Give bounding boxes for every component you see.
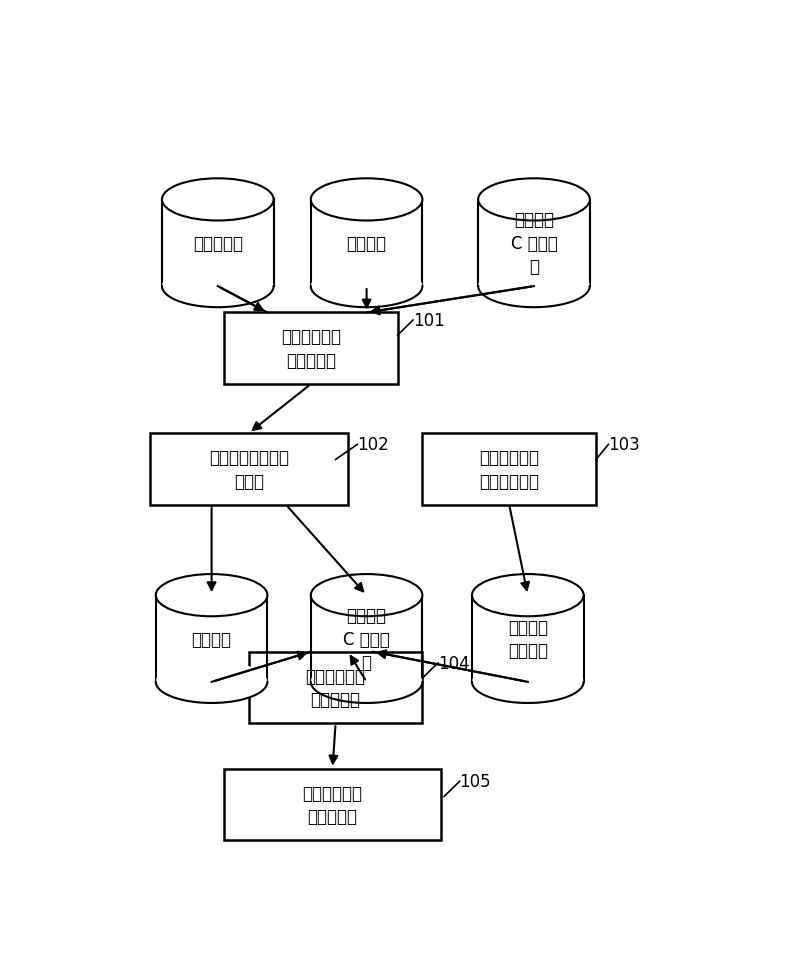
Ellipse shape <box>472 661 583 703</box>
Text: 102: 102 <box>358 436 389 454</box>
Bar <box>150 433 348 506</box>
Ellipse shape <box>478 179 590 221</box>
Bar <box>162 200 274 287</box>
Bar <box>310 596 422 683</box>
Text: 补偿常量: 补偿常量 <box>192 630 232 647</box>
Text: 不安全的
C 语言代
码: 不安全的 C 语言代 码 <box>510 211 558 276</box>
Ellipse shape <box>162 179 274 221</box>
Bar <box>478 200 590 287</box>
Text: 配置信息: 配置信息 <box>346 235 386 252</box>
Text: 101: 101 <box>413 312 445 330</box>
Text: 输入与错误检
测模块处理: 输入与错误检 测模块处理 <box>281 329 341 370</box>
Text: 104: 104 <box>438 654 470 672</box>
Ellipse shape <box>156 661 267 703</box>
Text: 编码后的
C 语言代
码: 编码后的 C 语言代 码 <box>343 606 390 672</box>
Bar <box>224 313 398 384</box>
Ellipse shape <box>310 661 422 703</box>
Ellipse shape <box>156 574 267 617</box>
Ellipse shape <box>478 266 590 308</box>
Ellipse shape <box>472 574 583 617</box>
Text: 105: 105 <box>459 773 491 790</box>
Ellipse shape <box>310 266 422 308</box>
Ellipse shape <box>310 574 422 617</box>
Text: 辅助语言
代码生成: 辅助语言 代码生成 <box>508 618 548 659</box>
Bar <box>249 652 422 724</box>
Bar <box>156 596 267 683</box>
Text: 103: 103 <box>608 436 640 454</box>
Bar <box>472 596 584 683</box>
Ellipse shape <box>310 179 422 221</box>
Bar <box>422 433 596 506</box>
Text: 通用编译器和
连接器处理: 通用编译器和 连接器处理 <box>306 667 366 709</box>
Text: 安全冗余编码
优化模块生成: 安全冗余编码 优化模块生成 <box>479 449 539 490</box>
Bar <box>310 200 422 287</box>
Text: 预生成签名: 预生成签名 <box>193 235 243 252</box>
Text: 安全冗余编码编译
器处理: 安全冗余编码编译 器处理 <box>209 449 289 490</box>
Bar <box>224 769 441 840</box>
Text: 输入与错误检
测模块处理: 输入与错误检 测模块处理 <box>302 783 362 825</box>
Ellipse shape <box>162 266 274 308</box>
